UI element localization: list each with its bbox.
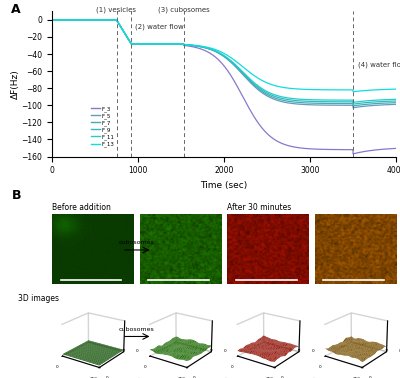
F_5 — [351, 105, 356, 110]
F_7 — [197, 44, 202, 49]
F_11 — [383, 98, 388, 102]
F_9 — [197, 44, 202, 49]
F_9 — [194, 43, 199, 48]
F_7 — [351, 104, 356, 108]
F_9 — [50, 18, 54, 22]
F_13 — [351, 90, 356, 94]
Line: F_9: F_9 — [52, 20, 396, 104]
F_11 — [197, 44, 202, 48]
F_5 — [197, 44, 202, 49]
Y-axis label: ΔF(Hz): ΔF(Hz) — [11, 69, 20, 99]
Line: F_5: F_5 — [52, 20, 396, 108]
F_13 — [194, 43, 199, 48]
F_11 — [194, 43, 199, 48]
Line: F_11: F_11 — [52, 20, 396, 102]
X-axis label: Time (sec): Time (sec) — [200, 181, 248, 190]
F_3 — [300, 146, 304, 150]
F_5 — [366, 104, 371, 108]
Text: A: A — [11, 3, 20, 15]
F_13 — [394, 87, 398, 91]
F_7 — [213, 49, 218, 54]
F_5 — [394, 102, 398, 107]
F_11 — [50, 18, 54, 22]
F_3 — [194, 45, 199, 50]
F_7 — [50, 18, 54, 22]
Legend: F_3, F_5, F_7, F_9, F_11, F_13: F_3, F_5, F_7, F_9, F_11, F_13 — [89, 104, 117, 149]
Line: F_7: F_7 — [52, 20, 396, 106]
F_5 — [50, 18, 54, 22]
F_11 — [300, 97, 304, 102]
Text: Before addition: Before addition — [52, 203, 111, 212]
F_13 — [300, 87, 304, 91]
F_5 — [213, 49, 218, 54]
F_7 — [300, 101, 304, 105]
F_7 — [394, 101, 398, 105]
Line: F_13: F_13 — [52, 20, 396, 92]
Text: (1) vesicles: (1) vesicles — [96, 6, 136, 12]
Text: 3D images: 3D images — [18, 294, 59, 303]
Text: (4) water flow: (4) water flow — [358, 61, 400, 68]
F_9 — [300, 99, 304, 103]
F_13 — [197, 43, 202, 48]
Line: F_3: F_3 — [52, 20, 396, 154]
F_5 — [300, 102, 304, 107]
F_3 — [383, 147, 388, 151]
F_5 — [194, 44, 199, 48]
F_9 — [383, 99, 388, 104]
Text: (3) cubosomes: (3) cubosomes — [158, 6, 210, 12]
F_11 — [213, 49, 218, 53]
F_3 — [213, 55, 218, 59]
F_7 — [383, 101, 388, 105]
F_5 — [383, 102, 388, 107]
Text: After 30 minutes: After 30 minutes — [227, 203, 292, 212]
F_11 — [366, 98, 371, 103]
F_9 — [366, 100, 371, 105]
F_13 — [213, 47, 218, 52]
F_9 — [351, 102, 356, 107]
F_3 — [197, 46, 202, 51]
F_11 — [351, 100, 356, 105]
F_3 — [366, 149, 371, 153]
F_13 — [383, 87, 388, 92]
Y-axis label: y (μm): y (μm) — [126, 377, 142, 378]
Y-axis label: y (μm): y (μm) — [214, 377, 230, 378]
F_3 — [351, 152, 356, 156]
F_7 — [366, 102, 371, 107]
F_3 — [394, 146, 398, 151]
F_11 — [394, 97, 398, 102]
F_7 — [194, 44, 199, 48]
Text: cubosomes: cubosomes — [118, 240, 154, 245]
Text: (2) water flow: (2) water flow — [136, 23, 184, 30]
F_3 — [50, 18, 54, 22]
Y-axis label: y (μm): y (μm) — [301, 377, 318, 378]
F_9 — [213, 49, 218, 53]
F_13 — [50, 18, 54, 22]
Y-axis label: y (μm): y (μm) — [389, 377, 400, 378]
Text: B: B — [12, 189, 22, 202]
F_9 — [394, 99, 398, 103]
Text: cubosomes: cubosomes — [118, 327, 154, 332]
F_13 — [366, 88, 371, 93]
